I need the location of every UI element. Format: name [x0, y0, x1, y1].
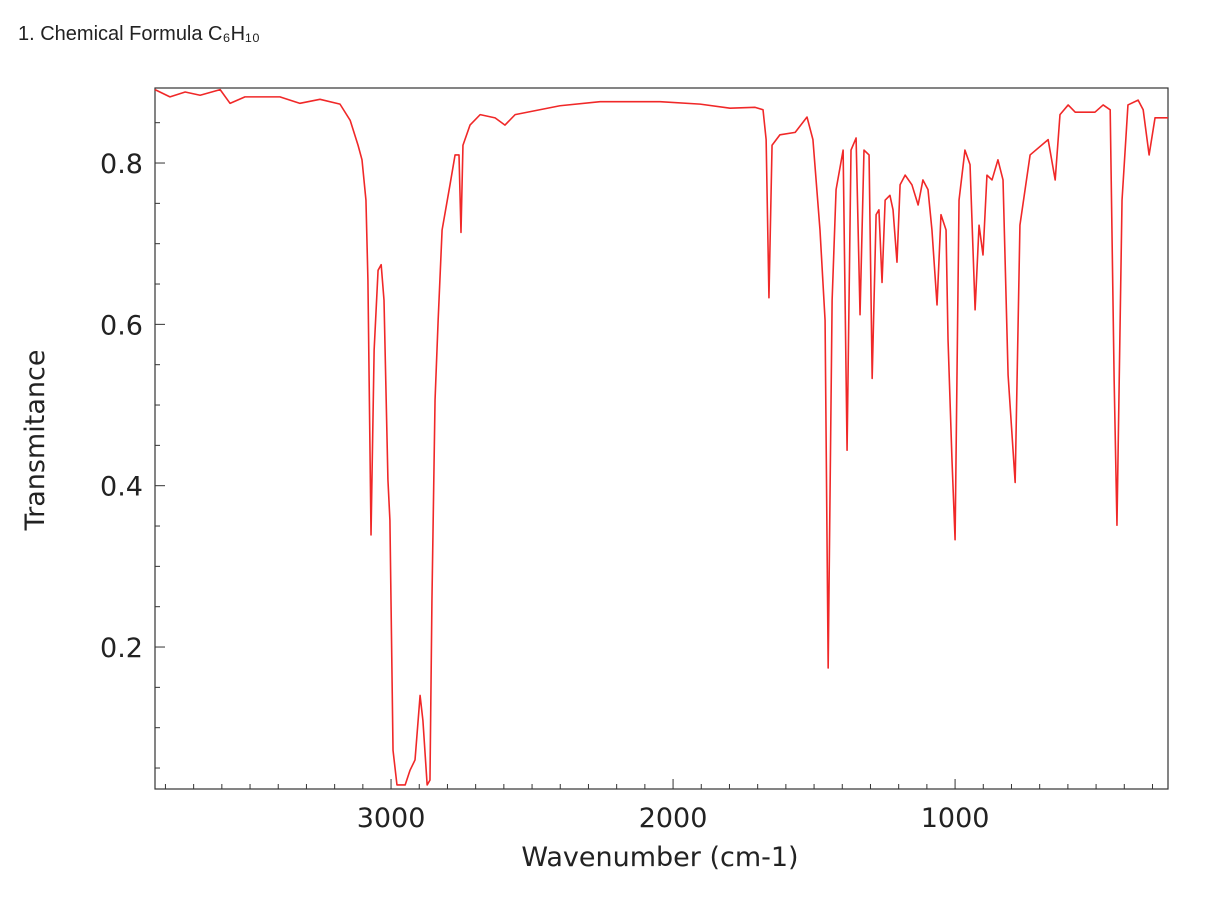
chart-title: 1. Chemical Formula C₆H₁₀: [18, 23, 260, 45]
y-axis-label: Transmitance: [20, 350, 51, 532]
x-tick-label: 2000: [639, 803, 708, 834]
y-tick-label: 0.6: [100, 310, 143, 341]
x-tick-label: 3000: [357, 803, 426, 834]
y-tick-label: 0.4: [100, 472, 143, 503]
y-tick-label: 0.2: [100, 633, 143, 664]
x-axis-label: Wavenumber (cm-1): [521, 842, 798, 873]
plot-frame: [154, 87, 1169, 790]
spectrum-line: [154, 88, 1168, 786]
y-tick-label: 0.8: [100, 149, 143, 180]
x-tick-label: 1000: [921, 803, 990, 834]
